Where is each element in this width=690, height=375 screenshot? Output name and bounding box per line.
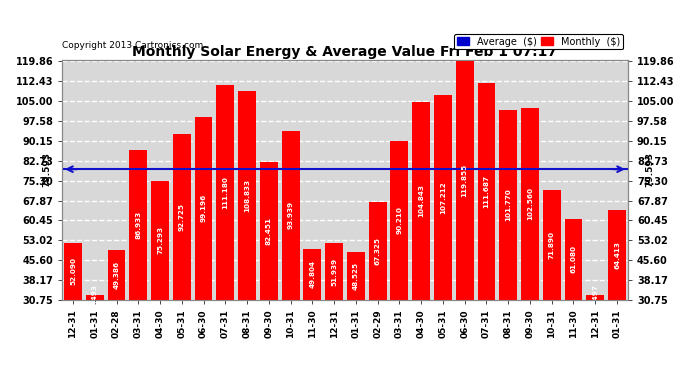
- Bar: [129, 150, 147, 300]
- Text: 79.593: 79.593: [645, 152, 654, 187]
- Text: 49.804: 49.804: [309, 261, 315, 288]
- Bar: [64, 243, 82, 300]
- Bar: [368, 202, 386, 300]
- Text: 111.687: 111.687: [484, 175, 489, 208]
- Bar: [477, 83, 495, 300]
- Bar: [173, 134, 190, 300]
- Bar: [217, 85, 234, 300]
- Text: 32.493: 32.493: [92, 284, 98, 312]
- Text: 64.413: 64.413: [614, 241, 620, 269]
- Bar: [108, 250, 126, 300]
- Text: 102.560: 102.560: [527, 188, 533, 220]
- Bar: [500, 110, 517, 300]
- Text: 61.080: 61.080: [571, 245, 577, 273]
- Bar: [391, 141, 408, 300]
- Bar: [238, 91, 256, 300]
- Text: 71.890: 71.890: [549, 231, 555, 259]
- Bar: [282, 131, 299, 300]
- Bar: [304, 249, 322, 300]
- Bar: [586, 296, 604, 300]
- Text: 90.210: 90.210: [396, 206, 402, 234]
- Bar: [195, 117, 213, 300]
- Text: 86.933: 86.933: [135, 211, 141, 239]
- Text: 99.196: 99.196: [201, 194, 206, 222]
- Text: 79.593: 79.593: [42, 152, 51, 187]
- Bar: [608, 210, 626, 300]
- Text: 67.325: 67.325: [375, 237, 381, 265]
- Bar: [564, 219, 582, 300]
- Text: 119.855: 119.855: [462, 164, 468, 197]
- Bar: [456, 62, 473, 300]
- Text: 92.725: 92.725: [179, 203, 185, 231]
- Text: 48.525: 48.525: [353, 262, 359, 290]
- Bar: [260, 162, 278, 300]
- Text: 75.293: 75.293: [157, 226, 163, 254]
- Bar: [347, 252, 365, 300]
- Bar: [325, 243, 343, 300]
- Bar: [151, 181, 169, 300]
- Bar: [521, 108, 539, 300]
- Text: Copyright 2013 Cartronics.com: Copyright 2013 Cartronics.com: [62, 41, 204, 50]
- Text: 82.451: 82.451: [266, 217, 272, 245]
- Text: 111.180: 111.180: [222, 176, 228, 209]
- Text: 107.212: 107.212: [440, 181, 446, 214]
- Text: 108.833: 108.833: [244, 179, 250, 212]
- Text: 93.939: 93.939: [288, 201, 294, 229]
- Bar: [434, 95, 452, 300]
- Bar: [543, 190, 561, 300]
- Text: 51.939: 51.939: [331, 258, 337, 286]
- Text: 52.090: 52.090: [70, 257, 76, 285]
- Text: 32.497: 32.497: [592, 284, 598, 312]
- Text: 49.386: 49.386: [113, 261, 119, 289]
- Text: 101.770: 101.770: [505, 189, 511, 221]
- Title: Monthly Solar Energy & Average Value Fri Feb 1 07:17: Monthly Solar Energy & Average Value Fri…: [132, 45, 558, 59]
- Bar: [412, 102, 430, 300]
- Text: 104.843: 104.843: [418, 184, 424, 217]
- Bar: [86, 296, 104, 300]
- Legend: Average  ($), Monthly  ($): Average ($), Monthly ($): [454, 34, 623, 50]
